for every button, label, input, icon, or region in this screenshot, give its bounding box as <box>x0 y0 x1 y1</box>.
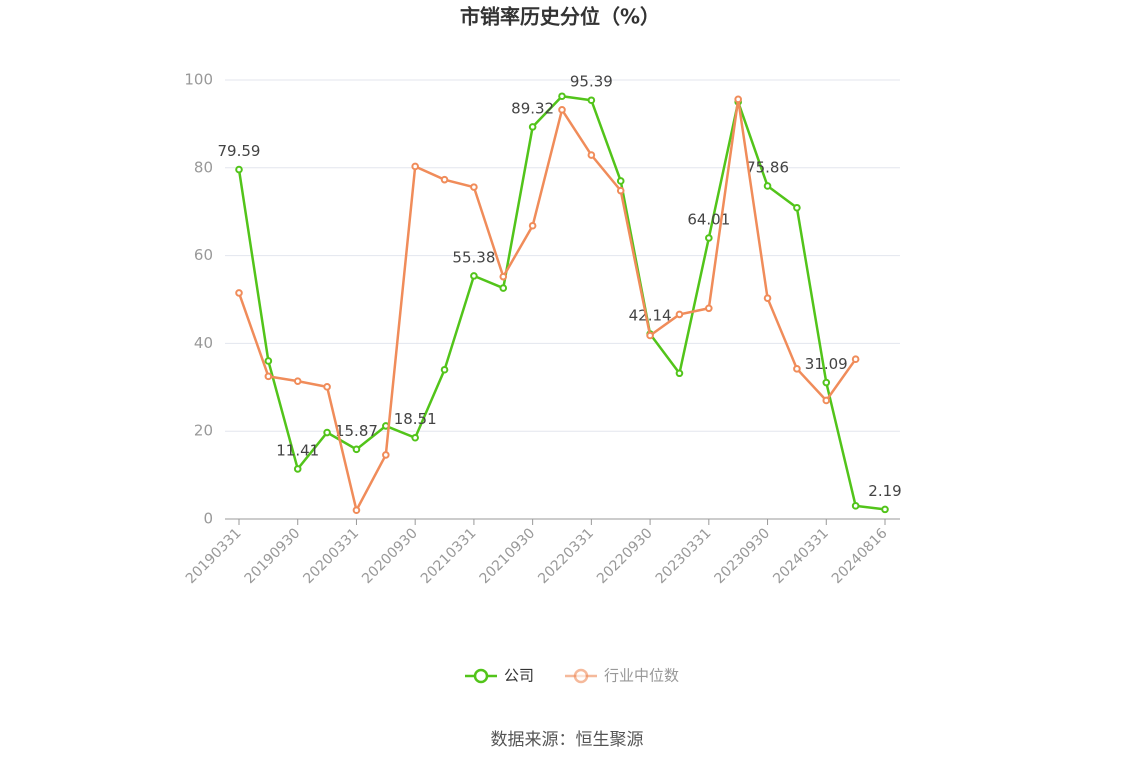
point <box>264 357 273 365</box>
point <box>881 505 889 514</box>
point <box>734 95 742 104</box>
data-label: 2.19 <box>868 482 901 500</box>
y-tick-label: 0 <box>203 510 213 528</box>
point <box>235 289 243 297</box>
y-tick-label: 100 <box>184 71 213 89</box>
point <box>528 123 537 131</box>
point <box>793 365 801 373</box>
point <box>646 331 654 340</box>
data-label: 75.86 <box>746 158 789 176</box>
x-tick-label: 20210331 <box>418 525 480 587</box>
legend-label: 公司 <box>504 667 534 685</box>
y-tick-label: 60 <box>194 246 213 264</box>
point <box>822 396 831 405</box>
y-tick-label: 40 <box>194 334 213 352</box>
point <box>499 284 508 292</box>
point <box>352 506 361 515</box>
x-tick-label: 20230331 <box>653 525 715 587</box>
point <box>440 365 449 374</box>
data-label: 95.39 <box>570 73 613 91</box>
x-tick-label: 20200331 <box>300 525 362 587</box>
point <box>587 151 596 159</box>
point <box>264 372 273 381</box>
point <box>558 92 566 101</box>
point <box>323 383 331 391</box>
point <box>558 106 566 114</box>
x-tick-label: 20220331 <box>535 525 597 587</box>
point <box>382 451 390 459</box>
y-tick-label: 80 <box>194 158 213 176</box>
data-label: 15.87 <box>335 422 378 440</box>
point <box>293 465 302 473</box>
point <box>763 294 772 302</box>
x-tick-label: 20190930 <box>242 525 304 587</box>
point <box>705 234 713 242</box>
point <box>822 378 831 387</box>
point <box>293 377 302 385</box>
point <box>705 304 713 313</box>
data-label: 79.59 <box>218 142 261 160</box>
x-tick-label: 20240816 <box>829 525 891 587</box>
source: 数据来源：恒生聚源 <box>491 730 644 750</box>
point <box>470 272 478 280</box>
data-label: 55.38 <box>452 248 495 266</box>
x-tick-label: 20220930 <box>594 525 656 587</box>
data-label: 31.09 <box>805 355 848 373</box>
data-label: 18.51 <box>394 410 437 428</box>
point <box>851 355 860 364</box>
chart-title: 市销率历史分位（%） <box>460 5 660 29</box>
data-label: 42.14 <box>629 307 672 325</box>
point <box>587 96 596 105</box>
point <box>352 445 361 454</box>
legend-marker <box>473 668 489 684</box>
series-line <box>237 99 857 514</box>
point <box>763 182 772 190</box>
data-label: 11.41 <box>276 441 319 459</box>
point <box>793 203 801 212</box>
point <box>675 310 684 319</box>
x-tick-label: 20190331 <box>183 525 245 587</box>
point <box>411 162 419 171</box>
point <box>411 433 419 442</box>
legend-marker <box>573 668 589 684</box>
x-tick-label: 20240331 <box>770 525 832 587</box>
point <box>616 177 625 185</box>
x-tick-label: 20210930 <box>477 525 539 587</box>
y-tick-label: 20 <box>194 422 213 440</box>
point <box>499 272 508 281</box>
point <box>528 221 537 230</box>
point <box>470 183 478 191</box>
data-label: 89.32 <box>511 99 554 117</box>
legend-label: 行业中位数 <box>604 667 679 685</box>
point <box>675 369 684 378</box>
x-tick-label: 20200930 <box>359 525 421 587</box>
point <box>235 165 243 174</box>
data-label: 64.01 <box>687 210 730 228</box>
x-tick-label: 20230930 <box>711 525 773 587</box>
point <box>323 428 331 437</box>
point <box>851 502 860 510</box>
point <box>616 186 625 195</box>
point <box>440 175 449 184</box>
